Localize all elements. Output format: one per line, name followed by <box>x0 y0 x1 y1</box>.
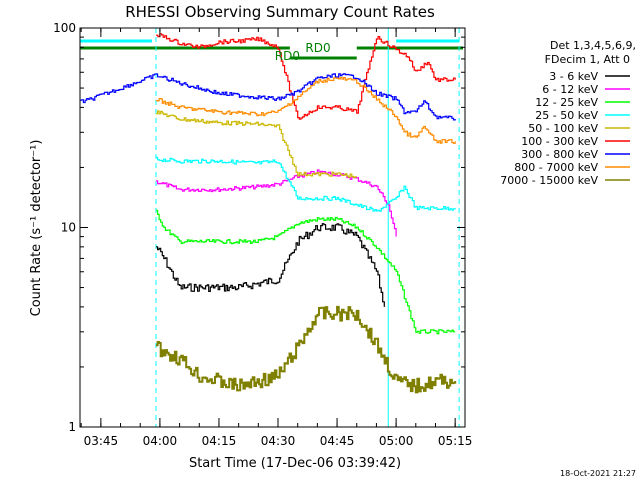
x-tick-label: 04:00 <box>143 434 178 448</box>
legend-label: 50 - 100 keV <box>528 122 598 135</box>
x-tick-label: 04:30 <box>261 434 296 448</box>
annotation-rd0-center: RD0 <box>305 41 330 55</box>
series-line-7000-15000-kev <box>156 305 457 394</box>
legend-label: 100 - 300 keV <box>521 135 598 148</box>
legend: Det 1,3,4,5,6,9,FDecim 1, Att 0 3 - 6 keV… <box>500 39 636 187</box>
y-tick-label: 100 <box>53 21 76 35</box>
series-line-300-800-kev <box>80 73 456 121</box>
x-axis: 03:45 04:00 04:15 04:30 04:45 05:00 05:15 <box>80 28 473 448</box>
series-line-25-50-kev <box>156 156 456 212</box>
series-line-12-25-kev <box>156 209 456 335</box>
annotation-rd0-left: RD0 <box>275 49 300 63</box>
plot-frame <box>79 27 466 428</box>
x-tick-label: 05:15 <box>438 434 473 448</box>
legend-header-decim: FDecim 1, Att 0 <box>545 53 630 66</box>
annotations: RD0 RD0 <box>275 41 331 63</box>
y-tick-label: 10 <box>61 221 76 235</box>
plot-data <box>80 28 464 427</box>
y-tick-label: 1 <box>68 420 76 434</box>
legend-label: 25 - 50 keV <box>535 109 598 122</box>
legend-label: 800 - 7000 keV <box>514 161 598 174</box>
legend-label: 12 - 25 keV <box>535 96 598 109</box>
y-axis-label: Count Rate (s⁻¹ detector⁻¹) <box>29 140 44 317</box>
timestamp: 18-Oct-2021 21:27 <box>560 469 636 478</box>
x-axis-label: Start Time (17-Dec-06 03:39:42) <box>189 456 401 471</box>
series-line-3-6-kev <box>156 223 385 307</box>
legend-label: 6 - 12 keV <box>542 83 598 96</box>
x-tick-label: 03:45 <box>84 434 119 448</box>
legend-header-detectors: Det 1,3,4,5,6,9, <box>550 39 636 52</box>
legend-label: 3 - 6 keV <box>549 70 598 83</box>
x-tick-label: 04:15 <box>202 434 237 448</box>
series-line-800-7000-kev <box>156 76 456 144</box>
y-axis: 1 10 100 <box>53 21 465 434</box>
x-tick-label: 04:45 <box>320 434 355 448</box>
legend-label: 300 - 800 keV <box>521 148 598 161</box>
chart-title: RHESSI Observing Summary Count Rates <box>125 3 435 21</box>
series-line-6-12-kev <box>156 169 397 237</box>
series-line-100-300-kev <box>156 33 456 120</box>
x-tick-label: 05:00 <box>379 434 414 448</box>
series-line-50-100-kev <box>156 110 358 179</box>
legend-label: 7000 - 15000 keV <box>500 174 598 187</box>
